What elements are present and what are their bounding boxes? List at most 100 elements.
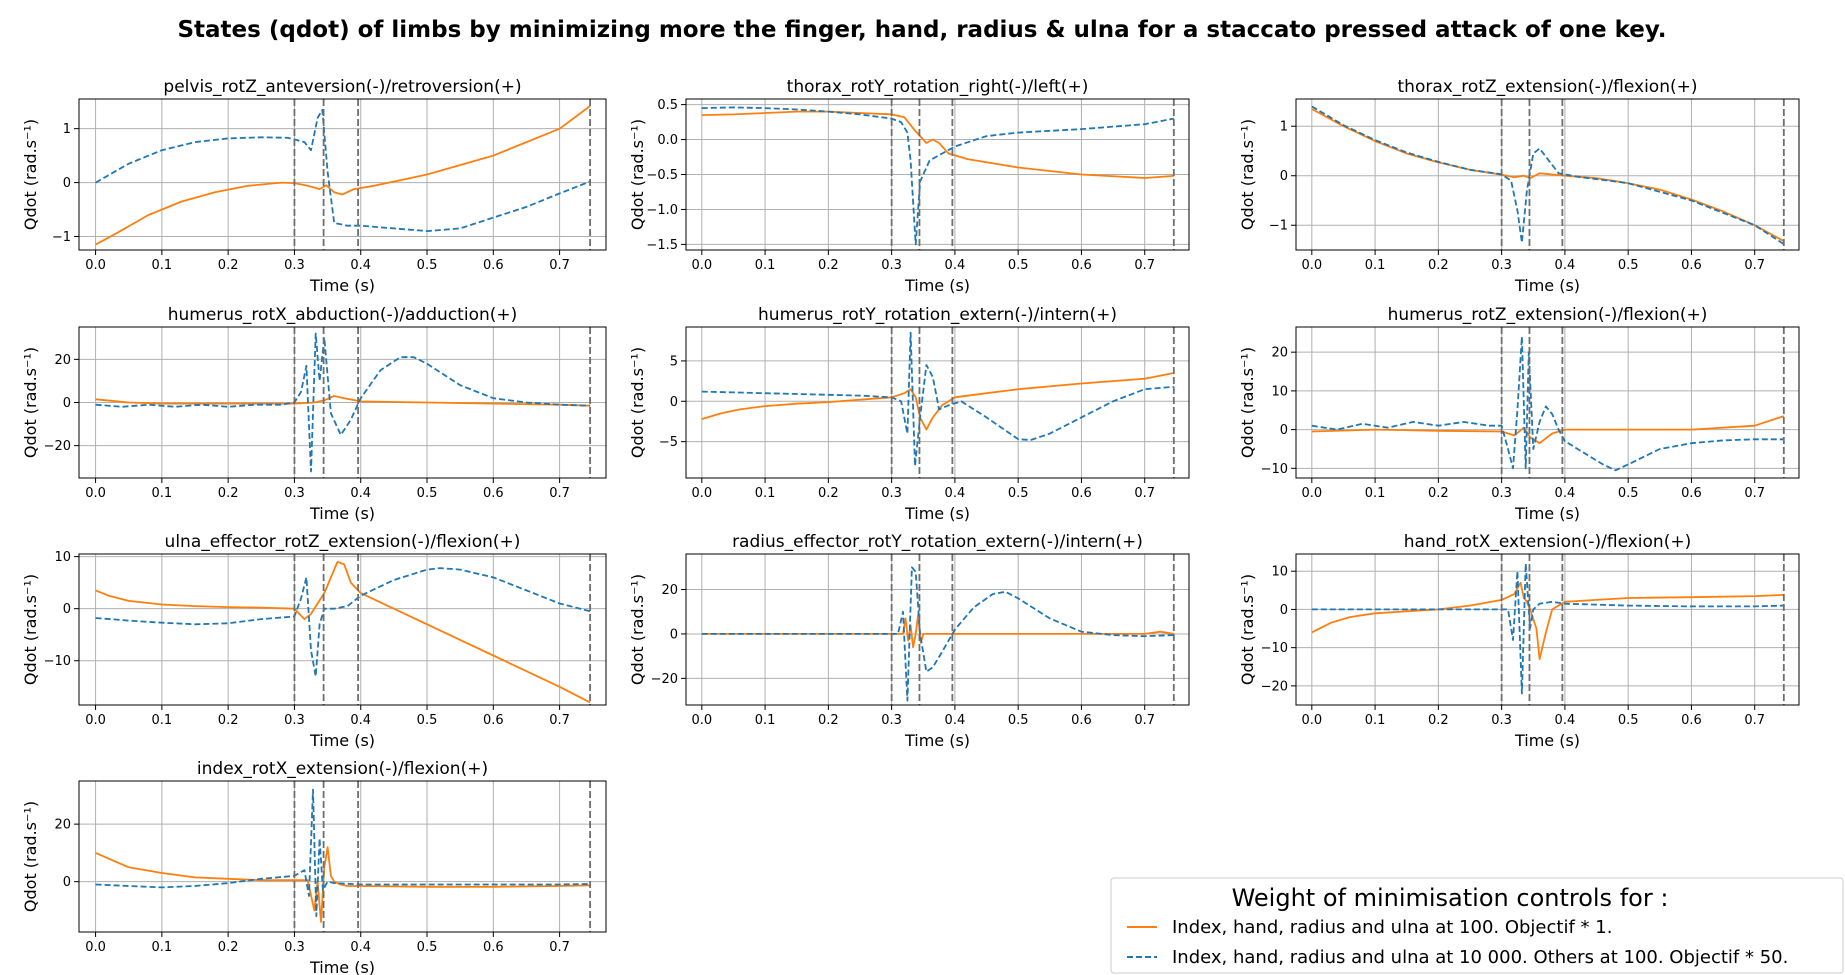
x-tick-label: 0.4 xyxy=(350,258,371,273)
x-tick-label: 0.5 xyxy=(1618,486,1639,501)
subplot-title: thorax_rotY_rotation_right(-)/left(+) xyxy=(787,77,1089,97)
subplot-title: humerus_rotY_rotation_extern(-)/intern(+… xyxy=(758,305,1117,325)
x-tick-label: 0.7 xyxy=(1134,713,1155,728)
y-tick-label: 20 xyxy=(1271,346,1288,361)
plot-frame xyxy=(78,780,607,933)
x-tick-label: 0.5 xyxy=(1008,258,1029,273)
y-axis-label: Qdot (rad.s⁻¹) xyxy=(21,119,40,230)
subplot-title: index_rotX_extension(-)/flexion(+) xyxy=(197,759,488,779)
subplot-title: hand_rotX_extension(-)/flexion(+) xyxy=(1404,532,1691,552)
x-axis-label: Time (s) xyxy=(1514,504,1580,523)
plot-frame xyxy=(685,553,1190,706)
series-line-2 xyxy=(701,331,1174,467)
series-line-1 xyxy=(1311,581,1784,660)
x-tick-label: 0.1 xyxy=(152,940,173,955)
series-line-2 xyxy=(95,332,591,473)
y-tick-label: −10 xyxy=(1261,462,1288,477)
y-tick-label: 0 xyxy=(63,396,71,411)
subplot-title: ulna_effector_rotZ_extension(-)/flexion(… xyxy=(165,532,521,552)
x-tick-label: 0.0 xyxy=(85,940,106,955)
x-tick-label: 0.1 xyxy=(755,713,776,728)
y-axis-label: Qdot (rad.s⁻¹) xyxy=(21,347,40,458)
y-tick-label: −20 xyxy=(651,672,678,687)
y-tick-label: 10 xyxy=(1271,565,1288,580)
y-tick-label: 10 xyxy=(54,550,71,565)
y-tick-label: 0.0 xyxy=(657,133,678,148)
x-axis-label: Time (s) xyxy=(904,276,970,295)
y-tick-label: −1 xyxy=(52,230,71,245)
y-tick-label: 10 xyxy=(1271,384,1288,399)
x-tick-label: 0.6 xyxy=(1681,713,1702,728)
y-axis-label: Qdot (rad.s⁻¹) xyxy=(1238,574,1257,685)
x-tick-label: 0.7 xyxy=(1134,258,1155,273)
y-axis-label: Qdot (rad.s⁻¹) xyxy=(1238,119,1257,230)
x-tick-label: 0.3 xyxy=(284,258,305,273)
series-line-2 xyxy=(1311,335,1784,472)
subplot-title: humerus_rotZ_extension(-)/flexion(+) xyxy=(1388,305,1708,325)
legend: Weight of minimisation controls for : Ind… xyxy=(1110,877,1844,974)
series-line-1 xyxy=(701,110,1174,179)
x-axis-label: Time (s) xyxy=(309,731,375,750)
subplot-title: humerus_rotX_abduction(-)/adduction(+) xyxy=(168,305,518,325)
plot-frame xyxy=(1295,553,1800,706)
x-tick-label: 0.0 xyxy=(1301,486,1322,501)
x-tick-label: 0.2 xyxy=(1428,713,1449,728)
x-tick-label: 0.3 xyxy=(881,258,902,273)
x-tick-label: 0.3 xyxy=(284,713,305,728)
y-axis-label: Qdot (rad.s⁻¹) xyxy=(628,347,647,458)
x-tick-label: 0.3 xyxy=(881,713,902,728)
subplot-title: thorax_rotZ_extension(-)/flexion(+) xyxy=(1398,77,1698,97)
y-axis-label: Qdot (rad.s⁻¹) xyxy=(628,574,647,685)
x-axis-label: Time (s) xyxy=(309,276,375,295)
plot-area xyxy=(686,554,1189,705)
figure-title: States (qdot) of limbs by minimizing mor… xyxy=(177,17,1666,43)
y-tick-label: −20 xyxy=(1261,679,1288,694)
x-axis-label: Time (s) xyxy=(1514,276,1580,295)
x-tick-label: 0.7 xyxy=(549,713,570,728)
plot-area xyxy=(79,99,606,250)
x-tick-label: 0.5 xyxy=(417,258,438,273)
series-line-1 xyxy=(95,560,591,704)
series-line-2 xyxy=(1311,562,1784,695)
x-tick-label: 0.0 xyxy=(85,713,106,728)
x-tick-label: 0.5 xyxy=(1008,713,1029,728)
y-tick-label: 1 xyxy=(1280,120,1288,135)
legend-title: Weight of minimisation controls for : xyxy=(1232,884,1669,912)
x-axis-label: Time (s) xyxy=(904,504,970,523)
x-tick-label: 0.4 xyxy=(350,713,371,728)
x-tick-label: 0.6 xyxy=(1071,486,1092,501)
x-tick-label: 0.2 xyxy=(818,713,839,728)
x-tick-label: 0.1 xyxy=(755,258,776,273)
series-line-1 xyxy=(701,372,1174,431)
y-tick-label: −1.5 xyxy=(646,238,678,253)
subplot-4: 0.0 0.1 0.2 0.3 0.4 0.5 0.6 0.7 −20 0 20 humerus_ro… xyxy=(21,305,607,523)
y-tick-label: −1 xyxy=(1269,219,1288,234)
x-tick-label: 0.3 xyxy=(1491,713,1512,728)
x-tick-label: 0.7 xyxy=(1134,486,1155,501)
x-tick-label: 0.7 xyxy=(549,258,570,273)
x-tick-label: 0.6 xyxy=(483,486,504,501)
y-tick-label: −0.5 xyxy=(646,168,678,183)
x-tick-label: 0.3 xyxy=(284,940,305,955)
series-line-2 xyxy=(95,788,591,918)
x-tick-label: 0.6 xyxy=(1681,486,1702,501)
series-line-1 xyxy=(95,105,591,246)
x-axis-label: Time (s) xyxy=(1514,731,1580,750)
x-tick-label: 0.6 xyxy=(483,258,504,273)
y-tick-label: 0 xyxy=(670,627,678,642)
subplot-2: 0.0 0.1 0.2 0.3 0.4 0.5 0.6 0.7 −1.5 −1.0 −0.5 0.0 0… xyxy=(628,77,1190,295)
y-tick-label: −1.0 xyxy=(646,203,678,218)
legend-label-1: Index, hand, radius and ulna at 100. Obj… xyxy=(1172,917,1612,938)
x-tick-label: 0.5 xyxy=(1618,713,1639,728)
x-tick-label: 0.2 xyxy=(818,486,839,501)
plot-frame xyxy=(78,553,607,706)
x-tick-label: 0.4 xyxy=(945,258,966,273)
subplot-3: 0.0 0.1 0.2 0.3 0.4 0.5 0.6 0.7 −1 0 1 thorax_rotZ_… xyxy=(1238,77,1800,295)
legend-label-2: Index, hand, radius and ulna at 10 000. … xyxy=(1172,947,1788,968)
x-tick-label: 0.5 xyxy=(417,486,438,501)
x-tick-label: 0.3 xyxy=(881,486,902,501)
x-tick-label: 0.2 xyxy=(218,258,239,273)
x-tick-label: 0.3 xyxy=(1491,486,1512,501)
y-tick-label: −20 xyxy=(44,439,71,454)
x-tick-label: 0.4 xyxy=(945,486,966,501)
